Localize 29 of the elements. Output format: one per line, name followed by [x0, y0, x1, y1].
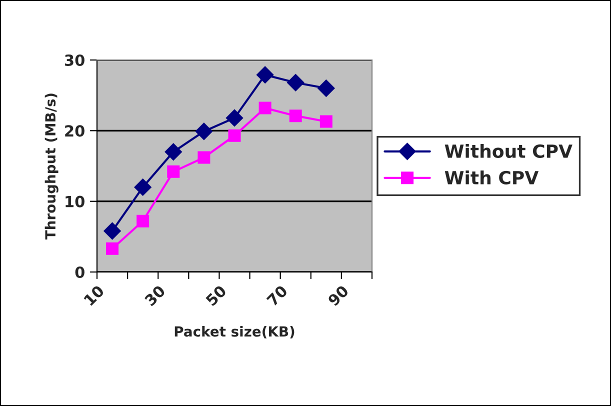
- point: [164, 143, 182, 160]
- x-tick-label: 90: [327, 284, 350, 307]
- y-tick-label: 0: [75, 266, 84, 278]
- x-axis-title: Packet size(KB): [174, 326, 294, 338]
- x-tick-label: 50: [205, 284, 228, 306]
- x-tick-label: 70: [266, 284, 288, 306]
- legend-label: Without CPV: [444, 144, 572, 158]
- point: [287, 74, 304, 92]
- point: [106, 242, 119, 255]
- point: [136, 214, 150, 228]
- y-tick-label: 30: [64, 54, 84, 66]
- point: [134, 178, 152, 196]
- legend-label: With CPV: [444, 170, 539, 184]
- point: [167, 165, 180, 178]
- point: [256, 66, 274, 84]
- point: [198, 151, 210, 164]
- point: [195, 122, 212, 140]
- point: [226, 109, 244, 126]
- y-axis-title: Throughput (MB/s): [44, 94, 58, 240]
- point: [320, 115, 332, 128]
- point: [258, 102, 272, 114]
- x-tick-label: 30: [144, 284, 166, 306]
- y-tick-label: 10: [66, 196, 84, 208]
- point: [318, 80, 335, 97]
- x-tick-label: 10: [83, 284, 105, 306]
- y-tick-label: 20: [65, 125, 84, 137]
- point: [104, 222, 121, 240]
- point: [289, 110, 302, 122]
- point: [228, 129, 241, 142]
